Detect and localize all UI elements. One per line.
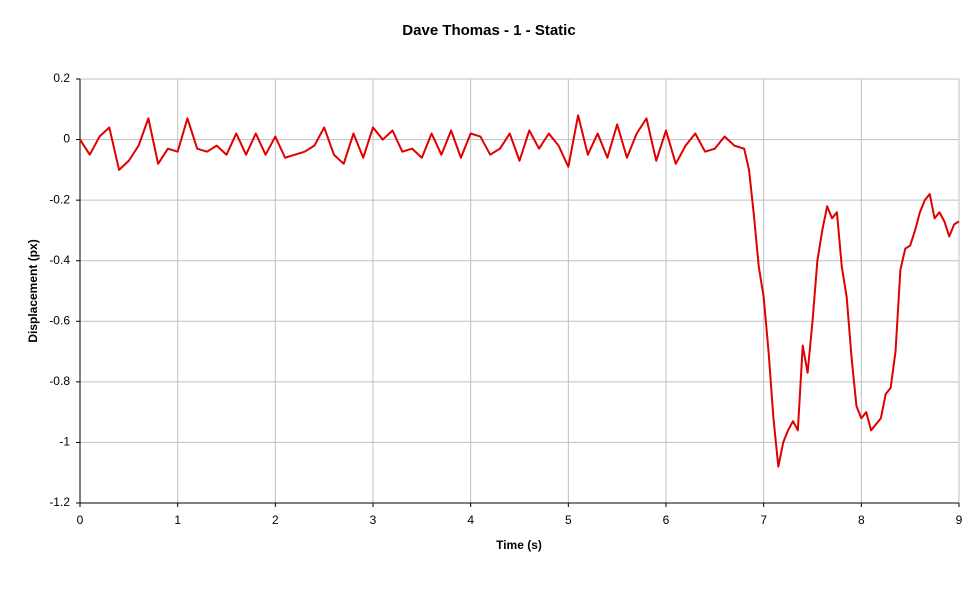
chart-title: Dave Thomas - 1 - Static [402, 22, 575, 39]
x-tick-label: 2 [272, 513, 279, 527]
x-tick-label: 9 [956, 513, 963, 527]
y-tick-label: -1.2 [49, 495, 70, 509]
x-tick-label: 3 [370, 513, 377, 527]
x-axis-label: Time (s) [496, 538, 542, 552]
y-tick-label: -0.6 [49, 313, 70, 327]
y-tick-label: -0.8 [49, 374, 70, 388]
y-tick-label: 0 [63, 132, 70, 146]
y-axis-label: Displacement (px) [26, 239, 40, 342]
y-tick-label: 0.2 [53, 71, 70, 85]
x-tick-label: 0 [77, 513, 84, 527]
y-tick-label: -1 [59, 435, 70, 449]
y-tick-label: -0.2 [49, 192, 70, 206]
y-tick-label: -0.4 [49, 253, 70, 267]
x-tick-label: 6 [663, 513, 670, 527]
data-line [79, 114, 960, 468]
x-tick-label: 5 [565, 513, 572, 527]
x-tick-label: 4 [467, 513, 474, 527]
x-tick-label: 8 [858, 513, 865, 527]
x-tick-label: 7 [760, 513, 767, 527]
x-tick-label: 1 [174, 513, 181, 527]
